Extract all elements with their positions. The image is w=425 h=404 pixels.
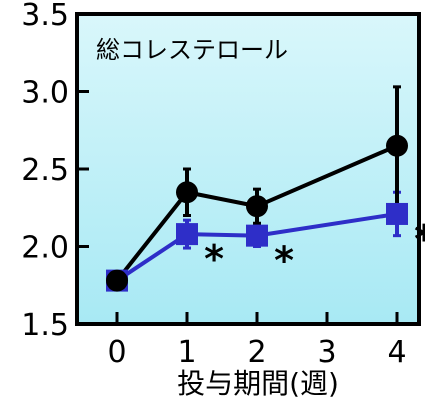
x-tick-label: 4 [387, 335, 406, 370]
chart-title: 総コレステロール [96, 36, 288, 64]
x-tick-label: 1 [177, 335, 196, 370]
y-tick-label: 2.5 [21, 153, 69, 188]
data-point-circle [176, 181, 198, 204]
y-tick-label: 2.0 [21, 231, 69, 266]
x-tick-label: 0 [107, 335, 126, 370]
x-tick-label: 3 [317, 335, 336, 370]
y-tick-label: 3.0 [21, 76, 69, 111]
data-point-square [246, 224, 268, 247]
data-point-square [176, 223, 198, 246]
series-line [115, 211, 398, 283]
x-axis-label: 投与期間(週) [177, 367, 339, 400]
data-point-circle [106, 269, 128, 292]
significance-asterisk: * [274, 239, 294, 283]
significance-asterisk: * [204, 237, 224, 281]
series-line [115, 143, 398, 282]
x-tick-label: 2 [247, 335, 266, 370]
y-tick-label: 3.5 [21, 0, 69, 33]
data-point-circle [246, 195, 268, 218]
plot-area [75, 12, 421, 326]
data-point-square [386, 202, 408, 225]
significance-asterisk: * [414, 217, 425, 261]
y-tick-label: 1.5 [21, 308, 69, 343]
data-point-circle [386, 134, 408, 157]
